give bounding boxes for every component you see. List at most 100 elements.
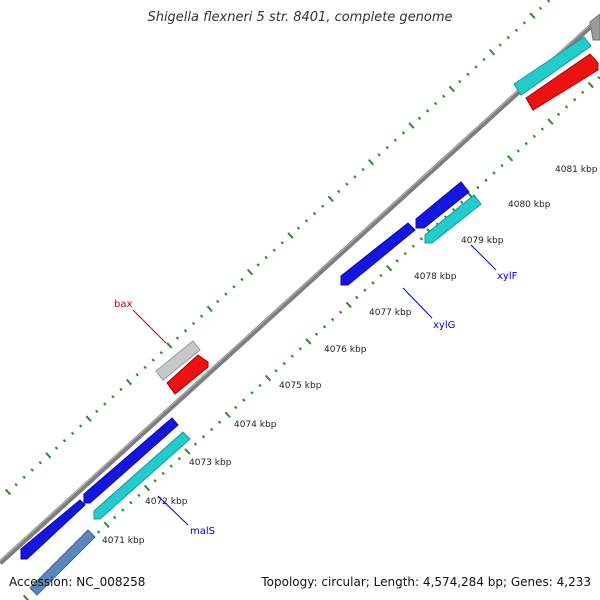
inner-tick-mark (484, 178, 488, 182)
inner-tick-mark (371, 281, 375, 285)
outer-tick-mark (287, 232, 294, 239)
feature-arrow-grey[interactable] (155, 340, 201, 381)
outer-tick-mark (466, 72, 470, 76)
tick-label: 4076 kbp (324, 345, 367, 355)
inner-tick-mark (345, 301, 352, 309)
outer-tick-mark (175, 336, 180, 340)
feature-arrow-blue-long[interactable] (83, 417, 179, 504)
outer-tick-mark (514, 28, 518, 32)
outer-tick-mark (458, 79, 462, 84)
outer-tick-mark (345, 182, 349, 186)
feature-arrow-steel[interactable] (29, 529, 96, 596)
outer-tick-mark (448, 85, 455, 93)
outer-tick-mark (232, 285, 236, 289)
gene-label-xylf[interactable]: xylF (497, 271, 518, 282)
inner-tick-mark (492, 171, 496, 175)
outer-tick-mark (22, 475, 26, 480)
outer-tick-mark (304, 219, 309, 223)
outer-tick-mark (183, 329, 188, 333)
inner-tick-mark (516, 149, 520, 153)
feature-arrow-grey-top[interactable] (589, 13, 600, 41)
inner-tick-mark (224, 411, 231, 419)
outer-tick-mark (425, 109, 430, 113)
outer-tick-mark (78, 424, 83, 428)
outer-tick-mark (38, 460, 42, 465)
outer-tick-mark (312, 211, 317, 216)
inner-tick-mark (169, 464, 173, 468)
inner-tick-mark (242, 398, 246, 402)
gene-labels: bax xylG xylF malS (114, 244, 518, 537)
inner-tick-mark (460, 200, 464, 204)
outer-tick-mark (135, 373, 139, 377)
feature-arrow-cyan-xylf[interactable] (424, 194, 482, 244)
inner-tick-mark (330, 317, 335, 322)
outer-tick-mark (280, 241, 285, 245)
inner-tick-mark (507, 155, 514, 162)
tick-label: 4073 kbp (189, 458, 232, 468)
inner-tick-mark (322, 325, 327, 329)
outer-tick-mark (529, 12, 536, 19)
inner-tick-mark (547, 118, 554, 125)
inner-tick-mark (581, 90, 585, 95)
outer-tick-mark (337, 189, 341, 194)
outer-tick-mark (272, 248, 276, 252)
outer-tick-mark (143, 365, 147, 370)
tick-label: 4077 kbp (369, 308, 412, 318)
outer-tick-mark (256, 263, 260, 267)
inner-tick-mark (500, 163, 504, 168)
inner-tick-mark (264, 374, 272, 382)
outer-tick-mark (62, 438, 67, 443)
outer-tick-mark (417, 116, 422, 120)
outer-tick-mark (353, 175, 357, 179)
genome-backbone (0, 16, 600, 565)
outer-tick-mark (224, 292, 228, 296)
genome-backbone-highlight (0, 15, 600, 562)
outer-tick-mark (85, 415, 92, 422)
inner-tick-mark (385, 264, 393, 272)
inner-tick-mark (201, 435, 206, 439)
outer-tick-mark (166, 342, 173, 349)
inner-tick-mark (96, 530, 101, 534)
genome-summary: Topology: circular; Length: 4,574,284 bp… (261, 575, 591, 589)
outer-tick-mark (119, 387, 123, 392)
gene-label-mals[interactable]: malS (190, 526, 215, 537)
gene-label-xylg[interactable]: xylG (433, 320, 455, 331)
inner-tick-mark (476, 185, 480, 190)
inner-tick-mark (290, 354, 294, 358)
outer-tick-mark (240, 277, 244, 282)
feature-arrow-blue-xylg[interactable] (340, 222, 416, 286)
gene-label-bax[interactable]: bax (114, 299, 132, 310)
outer-tick-mark (433, 101, 438, 106)
outer-tick-track (4, 0, 551, 496)
feature-arrow-red-top[interactable] (525, 53, 599, 111)
outer-tick-mark (191, 321, 196, 326)
outer-tick-mark (498, 43, 502, 47)
inner-tick-mark (113, 515, 117, 520)
inner-tick-mark (103, 521, 110, 528)
map-title: Shigella flexneri 5 str. 8401, complete … (147, 10, 453, 25)
inner-tick-mark (363, 288, 367, 292)
feature-arrow-red-bax[interactable] (166, 354, 209, 395)
outer-tick-mark (506, 35, 510, 40)
feature-arrow-cyan-top[interactable] (513, 36, 592, 96)
outer-tick-mark (385, 145, 389, 150)
feature-arrow-cyan-long[interactable] (93, 431, 191, 520)
inner-tick-mark (258, 383, 262, 388)
outer-tick-mark (95, 409, 99, 414)
inner-tick-mark (22, 594, 30, 600)
outer-tick-mark (320, 204, 325, 208)
inner-tick-mark (524, 141, 528, 146)
outer-tick-mark (367, 158, 375, 166)
outer-tick-mark (474, 65, 478, 69)
inner-tick-mark (161, 471, 165, 476)
inner-tick-mark (153, 479, 157, 483)
feature-arrow-blue[interactable] (20, 499, 86, 560)
outer-tick-mark (361, 167, 365, 172)
feature-arrow-blue-xylf[interactable] (415, 181, 470, 229)
outer-tick-mark (45, 452, 52, 459)
outer-tick-mark (377, 153, 381, 157)
outer-tick-mark (30, 468, 34, 472)
tick-label: 4078 kbp (414, 272, 457, 282)
outer-tick-mark (546, 0, 551, 3)
outer-tick-mark (103, 402, 107, 406)
